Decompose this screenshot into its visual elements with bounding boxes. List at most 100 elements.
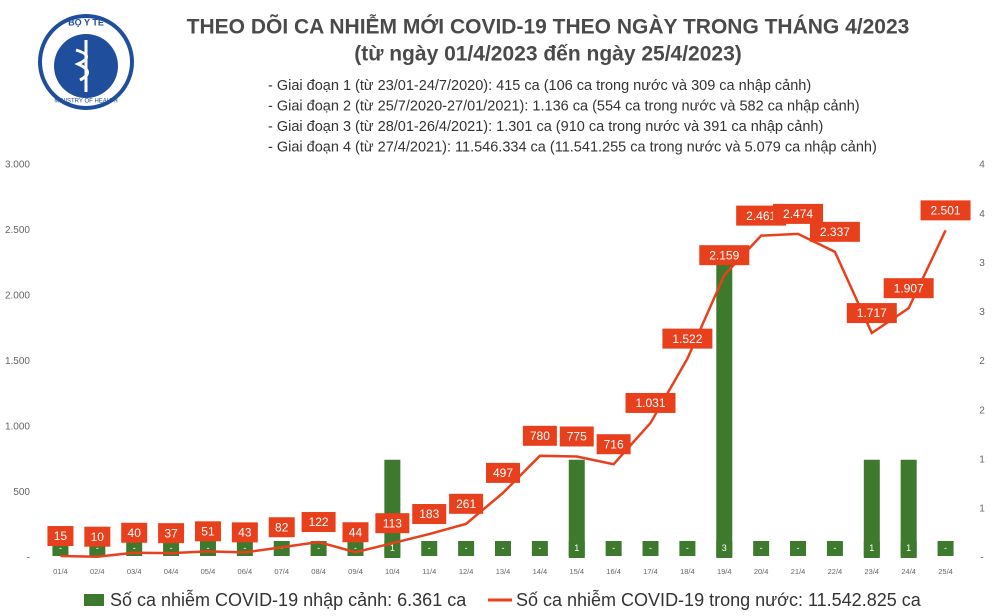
y2-tick-label: 2 [979, 405, 985, 416]
note: - Giai đoạn 1 (từ 23/01-24/7/2020): 415 … [268, 78, 811, 94]
bar [900, 459, 917, 558]
y-tick-label: 1.000 [5, 422, 30, 433]
value-label-box [522, 425, 557, 446]
x-tick-label: 19/4 [717, 567, 732, 576]
value-label: 43 [238, 526, 252, 540]
x-tick-label: 02/4 [90, 567, 105, 576]
value-label: 183 [419, 507, 439, 521]
bar-label: 3 [722, 543, 727, 553]
value-label: 82 [275, 520, 289, 534]
bar-label: - [354, 543, 357, 553]
value-label: 2.501 [931, 204, 961, 218]
y2-tick-label: 4 [979, 160, 985, 171]
x-tick-label: 15/4 [569, 567, 584, 576]
x-tick-label: 20/4 [754, 567, 769, 576]
y2-tick-label: 1 [979, 454, 985, 465]
x-tick-label: 23/4 [864, 567, 879, 576]
x-tick-label: 21/4 [791, 567, 806, 576]
value-label-box [47, 526, 74, 547]
line [60, 229, 947, 558]
value-label: 775 [567, 430, 587, 444]
value-label-box [846, 303, 897, 324]
value-label: 113 [383, 516, 402, 530]
y2-tick-label: 4 [979, 209, 985, 220]
x-tick-label: 09/4 [348, 567, 363, 576]
bar-label: - [649, 543, 652, 553]
value-label: 716 [604, 437, 624, 451]
value-label: 1.522 [672, 332, 702, 346]
value-label-box [342, 522, 369, 543]
bar-label: - [96, 543, 99, 553]
legend-label: Số ca nhiễm COVID-19 trong nước: 11.542.… [516, 589, 922, 610]
y-tick-label: 500 [13, 487, 30, 498]
legend-swatch [84, 594, 104, 606]
chart-subtitle: (từ ngày 01/4/2023 đến ngày 25/4/2023) [354, 43, 742, 66]
x-tick-label: 17/4 [643, 567, 658, 576]
y-tick-label: 3.000 [5, 160, 30, 171]
value-label: 2.461 [746, 209, 776, 223]
note: - Giai đoạn 4 (từ 27/4/2021): 11.546.334… [268, 139, 877, 155]
bar-label: - [317, 543, 320, 553]
bar-label: 1 [574, 543, 579, 553]
value-label: 1.907 [894, 281, 924, 295]
bar-label-box [937, 541, 954, 556]
value-label-box [194, 521, 221, 542]
y2-tick-label: 2 [979, 356, 985, 367]
legend-label: Số ca nhiễm COVID-19 nhập cảnh: 6.361 ca [110, 589, 467, 610]
value-label-box [231, 522, 258, 543]
bar-label-box [753, 541, 770, 556]
bar-label: 1 [390, 543, 395, 553]
y2-tick-label: - [980, 553, 983, 564]
bar-label: - [502, 543, 505, 553]
value-label: 15 [54, 529, 68, 543]
y2-tick-label: 1 [979, 504, 985, 515]
bar-label: - [686, 543, 689, 553]
value-label: 44 [349, 525, 363, 539]
bar-label-box [863, 541, 880, 556]
value-label-box [412, 504, 447, 525]
y-tick-label: - [27, 553, 30, 564]
x-tick-label: 24/4 [901, 567, 916, 576]
y-tick-label: 2.000 [5, 291, 30, 302]
x-tick-label: 22/4 [828, 567, 843, 576]
y-tick-label: 2.500 [5, 225, 30, 236]
bar [384, 459, 401, 558]
bar [568, 459, 585, 558]
bar-label-box [568, 541, 585, 556]
value-label: 37 [164, 526, 178, 540]
logo: BỘ Y TẾ MINISTRY OF HEALTH [38, 14, 134, 110]
x-tick-label: 11/4 [422, 567, 436, 576]
bar-label-box [421, 541, 438, 556]
x-tick-label: 08/4 [311, 567, 326, 576]
bar-label-box [458, 541, 475, 556]
x-tick-label: 07/4 [274, 567, 289, 576]
note: - Giai đoạn 2 (từ 25/7/2020-27/01/2021):… [268, 98, 860, 114]
bar-label-box [531, 541, 548, 556]
x-tick-label: 04/4 [164, 567, 179, 576]
bar-label-box [495, 541, 511, 556]
value-label: 780 [530, 429, 550, 443]
bar [716, 263, 733, 558]
bar-label: - [760, 543, 763, 553]
value-label-box [158, 523, 185, 544]
x-tick-label: 05/4 [201, 567, 216, 576]
bar-label: - [59, 543, 62, 553]
value-label-box [920, 200, 971, 221]
value-label-box [84, 526, 111, 547]
x-tick-label: 16/4 [606, 567, 621, 576]
value-label-box [662, 328, 713, 349]
logo-bottom: MINISTRY OF HEALTH [54, 99, 117, 105]
y-tick-label: 1.500 [5, 356, 30, 367]
bar-label: - [428, 543, 431, 553]
value-label-box [268, 517, 295, 538]
x-tick-label: 13/4 [496, 567, 511, 576]
bar-label: - [797, 543, 800, 553]
value-label: 122 [309, 515, 329, 529]
value-label: 51 [201, 524, 215, 538]
bar-label: - [833, 543, 836, 553]
chart-title: THEO DÕI CA NHIỄM MỚI COVID-19 THEO NGÀY… [187, 15, 910, 39]
value-label-box [559, 426, 594, 447]
bar-label: - [206, 543, 209, 553]
value-label: 497 [493, 466, 513, 480]
